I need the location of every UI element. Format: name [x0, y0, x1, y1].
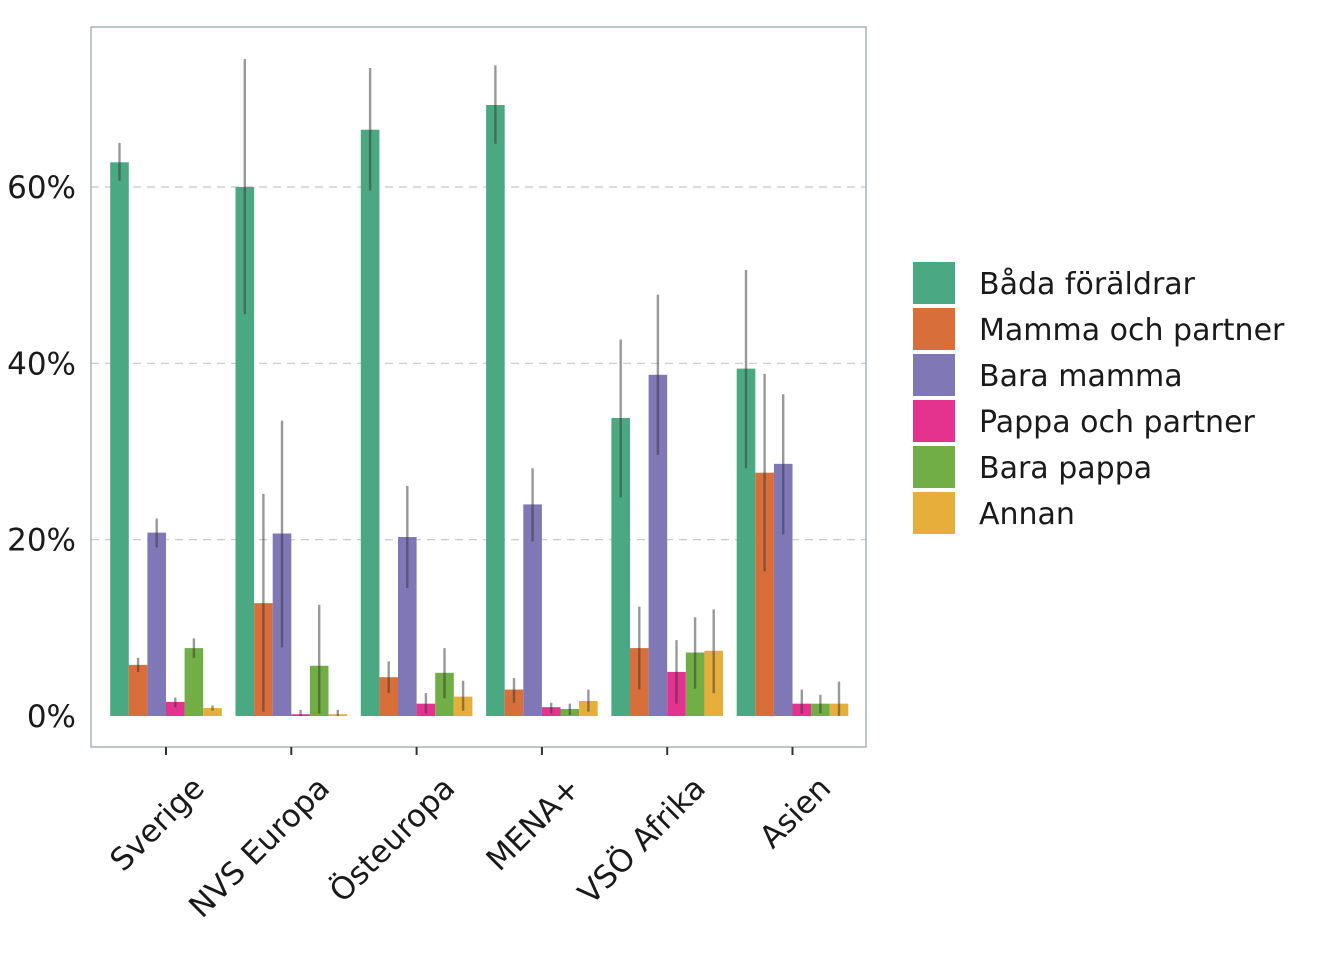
bar-östeuropa-1 [379, 677, 398, 716]
bar-asien-1 [755, 472, 774, 716]
bar-vsö-afrika-2 [648, 374, 668, 716]
legend-key [913, 492, 955, 534]
legend-label: Bara pappa [979, 451, 1152, 486]
y-tick-label: 20% [7, 523, 76, 559]
plot-panel-border [90, 26, 867, 748]
bar-sverige-0 [110, 162, 129, 716]
legend-label: Annan [979, 497, 1075, 532]
bars [110, 105, 849, 717]
x-category-label: Asien [753, 770, 838, 855]
legend-label: Mamma och partner [979, 313, 1285, 348]
legend-label: Båda föräldrar [979, 267, 1196, 302]
bar-asien-2 [773, 463, 793, 716]
y-tick-label: 40% [7, 346, 76, 382]
bar-sverige-3 [166, 701, 185, 716]
bar-vsö-afrika-0 [611, 417, 630, 716]
x-category-label: Östeuropa [322, 769, 462, 909]
bar-sverige-2 [147, 532, 166, 716]
y-tick-label: 60% [7, 170, 76, 206]
x-category-label: Sverige [103, 770, 211, 878]
legend: Båda föräldrar Mamma och partner Bara mamm… [913, 262, 1285, 534]
bar-mena--0 [486, 105, 505, 716]
bar-östeuropa-0 [360, 129, 380, 717]
bar-sverige-1 [128, 664, 148, 716]
bar-asien-0 [736, 368, 756, 716]
x-category-label: VSÖ Afrika [571, 769, 713, 911]
bar-sverige-4 [184, 648, 204, 716]
bar-sverige-5 [203, 708, 222, 716]
bar-nvs-europa-0 [235, 187, 255, 716]
legend-key [913, 354, 955, 396]
y-tick-label: 0% [27, 699, 76, 735]
legend-key [913, 446, 955, 488]
legend-key [913, 308, 955, 350]
x-category-label: MENA+ [480, 770, 588, 878]
legend-key [913, 400, 955, 442]
bar-östeuropa-2 [398, 537, 417, 716]
legend-label: Bara mamma [979, 359, 1183, 394]
bar-mena--2 [523, 504, 542, 716]
legend-label: Pappa och partner [979, 405, 1256, 440]
error-bars [118, 59, 841, 716]
legend-key [913, 262, 955, 304]
